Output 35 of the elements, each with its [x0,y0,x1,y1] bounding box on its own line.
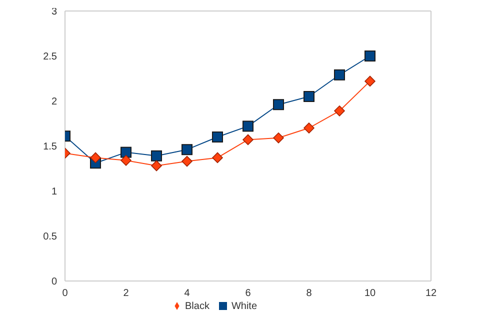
point [242,134,254,146]
x-tick-label: 4 [184,288,190,300]
point [90,152,101,164]
point [273,99,284,110]
y-tick-label: 0 [51,276,58,288]
point [182,144,192,156]
point [120,146,132,158]
point [212,132,223,142]
point [212,152,223,164]
y-tick-label: 2.5 [43,52,58,63]
point [364,76,376,87]
point [304,91,314,102]
point [151,160,162,172]
x-tick-label: 12 [425,288,437,300]
y-tick-label: 1.5 [43,142,58,153]
x-tick-label: 10 [364,288,376,300]
point [182,156,192,167]
point [273,132,284,144]
x-tick-label: 0 [62,288,68,300]
point [364,50,376,62]
point [242,120,254,132]
y-tick-label: 3 [51,6,58,18]
x-tick-label: 8 [306,288,312,300]
point [151,150,162,162]
point [334,106,345,116]
legend-label: Black [184,301,210,312]
point [120,155,132,166]
x-tick-label: 6 [245,288,252,300]
point [334,69,345,80]
y-tick-label: 0.5 [43,232,58,243]
y-tick-label: 2 [51,96,58,108]
legend-label: White [231,301,257,312]
y-tick-label: 1 [51,186,58,198]
point [304,122,314,134]
x-tick-label: 2 [123,288,130,300]
